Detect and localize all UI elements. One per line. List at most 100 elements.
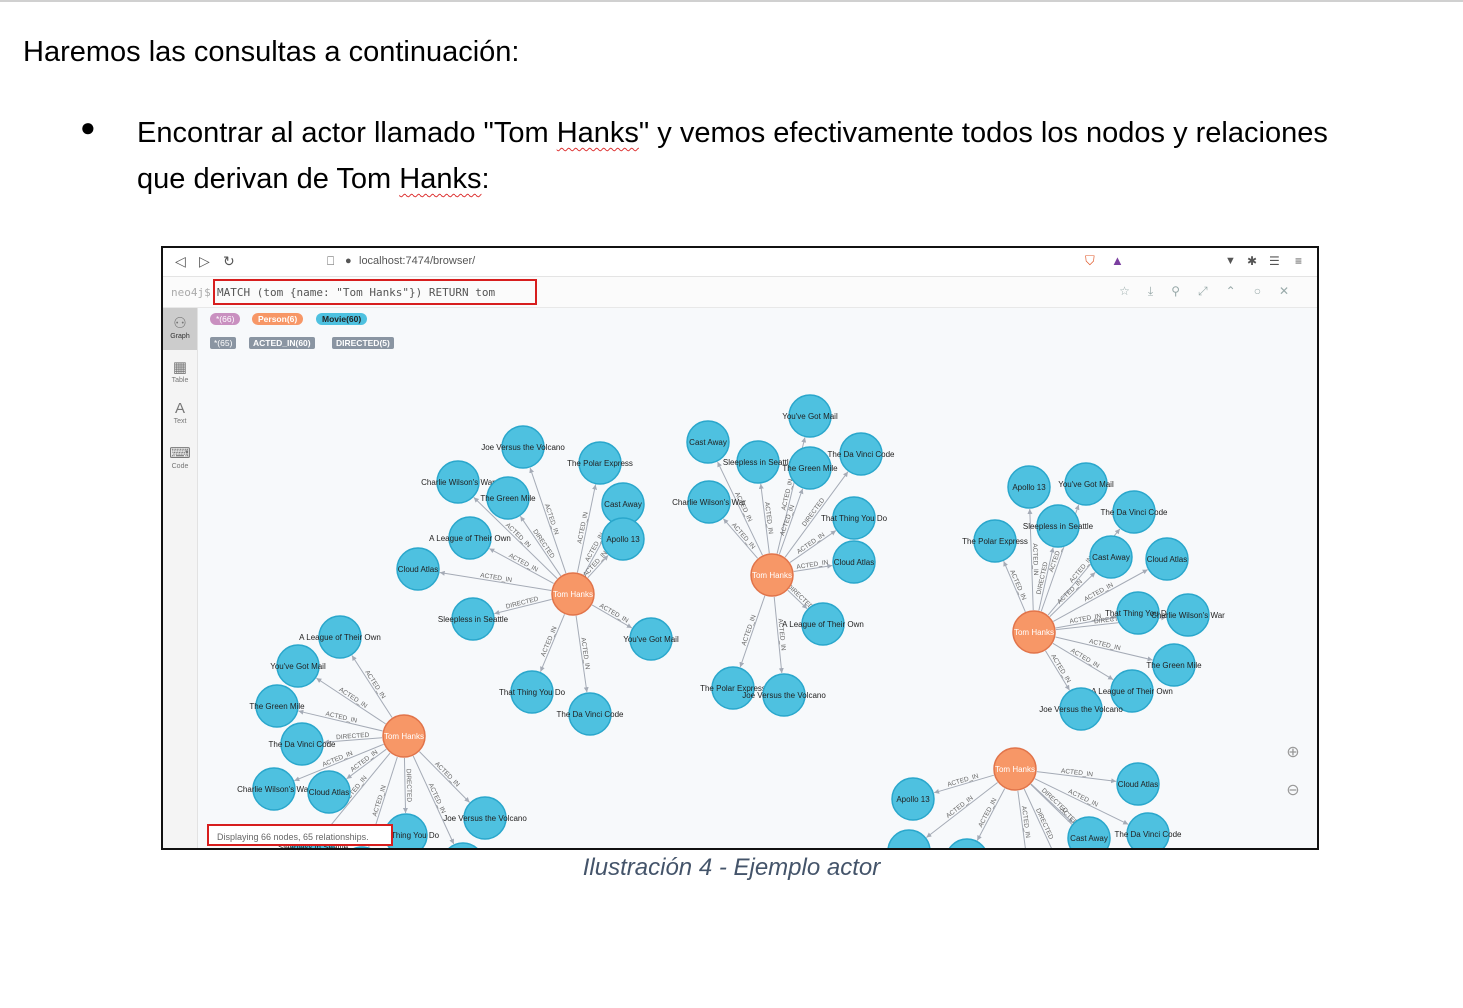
tab-text[interactable]: A Text xyxy=(163,400,197,425)
bookmark-icon[interactable]: ⎕ xyxy=(327,254,335,268)
movie-node[interactable] xyxy=(832,496,876,540)
relationship-edge[interactable] xyxy=(323,737,383,745)
relationship-edge[interactable] xyxy=(351,655,393,718)
triangle-icon[interactable]: ▲ xyxy=(1111,253,1124,268)
relationship-edge[interactable] xyxy=(758,483,770,554)
movie-node[interactable] xyxy=(711,666,755,710)
movie-node[interactable] xyxy=(762,673,806,717)
relationship-edge[interactable] xyxy=(1045,650,1070,691)
query-input[interactable]: MATCH (tom {name: "Tom Hanks"}) RETURN t… xyxy=(217,286,496,299)
zoom-out-icon[interactable]: ⊖ xyxy=(1286,782,1300,799)
relationship-edge[interactable] xyxy=(739,595,766,668)
relationship-edge[interactable] xyxy=(402,757,408,814)
pin-icon[interactable]: ⚲ xyxy=(1171,284,1199,298)
relationship-edge[interactable] xyxy=(933,774,995,794)
relationship-edge[interactable] xyxy=(1034,778,1129,825)
relationship-edge[interactable] xyxy=(1017,790,1026,848)
site-info-icon[interactable]: ● xyxy=(345,255,352,267)
relationship-edge[interactable] xyxy=(926,782,998,838)
movie-node[interactable] xyxy=(255,684,299,728)
relationship-edge[interactable] xyxy=(326,752,391,831)
back-icon[interactable]: ◁ xyxy=(175,253,186,269)
relationship-edge[interactable] xyxy=(793,563,833,573)
relationship-edge[interactable] xyxy=(1038,547,1055,611)
movie-node[interactable] xyxy=(1007,465,1051,509)
person-node[interactable] xyxy=(382,714,426,758)
close-icon[interactable]: ✕ xyxy=(1278,284,1307,298)
relationship-edge[interactable] xyxy=(1053,569,1148,622)
relationship-edge[interactable] xyxy=(294,743,384,782)
movie-node[interactable] xyxy=(1112,490,1156,534)
legend-movie[interactable]: Movie(60) xyxy=(316,313,368,325)
relationship-edge[interactable] xyxy=(576,484,597,573)
collapse-icon[interactable]: ⌃ xyxy=(1225,284,1254,298)
movie-node[interactable] xyxy=(1064,462,1108,506)
movie-node[interactable] xyxy=(1152,643,1196,687)
graph-canvas[interactable]: *(66) Person(6) Movie(60) *(65) ACTED_IN… xyxy=(198,308,1317,848)
relationship-edge[interactable] xyxy=(439,570,552,591)
relationship-edge[interactable] xyxy=(473,496,558,580)
movie-node[interactable] xyxy=(1145,537,1189,581)
movie-node[interactable] xyxy=(687,480,731,524)
movie-node[interactable] xyxy=(1059,687,1103,731)
relationship-edge[interactable] xyxy=(1055,615,1117,629)
movie-node[interactable] xyxy=(1067,816,1111,848)
movie-node[interactable] xyxy=(1110,669,1154,713)
movie-node[interactable] xyxy=(307,770,351,814)
legend-all-rels[interactable]: *(65) xyxy=(210,337,237,349)
relationship-edge[interactable] xyxy=(316,677,386,725)
movie-node[interactable] xyxy=(396,547,440,591)
relationship-edge[interactable] xyxy=(722,518,759,559)
relationship-edge[interactable] xyxy=(717,461,763,556)
movie-node[interactable] xyxy=(839,432,883,476)
relationship-edge[interactable] xyxy=(787,589,808,610)
relationship-edge[interactable] xyxy=(773,596,784,674)
person-node[interactable] xyxy=(551,572,595,616)
person-node[interactable] xyxy=(993,747,1037,791)
movie-node[interactable] xyxy=(568,692,612,736)
relationship-edge[interactable] xyxy=(540,614,565,672)
movie-node[interactable] xyxy=(1126,812,1170,848)
movie-node[interactable] xyxy=(946,838,988,848)
movie-node[interactable] xyxy=(276,644,320,688)
relationship-edge[interactable] xyxy=(789,530,837,563)
person-node[interactable] xyxy=(750,553,794,597)
relationship-edge[interactable] xyxy=(591,604,633,629)
legend-directed[interactable]: DIRECTED(5) xyxy=(332,337,394,349)
relationship-edge[interactable] xyxy=(519,515,562,577)
relationship-edge[interactable] xyxy=(784,471,849,558)
relationship-edge[interactable] xyxy=(1055,636,1153,662)
movie-node[interactable] xyxy=(510,670,554,714)
star-icon[interactable]: ☆ xyxy=(1119,284,1148,298)
zoom-in-icon[interactable]: ⊕ xyxy=(1286,744,1300,761)
filter-icon[interactable]: ▼ xyxy=(1225,255,1236,267)
relationship-edge[interactable] xyxy=(419,751,470,803)
movie-node[interactable] xyxy=(801,602,845,646)
relationship-edge[interactable] xyxy=(1030,783,1074,824)
movie-node[interactable] xyxy=(601,517,645,561)
relationship-edge[interactable] xyxy=(1027,508,1034,611)
movie-node[interactable] xyxy=(1089,535,1133,579)
movie-node[interactable] xyxy=(686,420,730,464)
extensions-icon[interactable]: ✱ xyxy=(1247,254,1258,268)
relationship-edge[interactable] xyxy=(575,615,589,693)
reload-icon[interactable]: ↻ xyxy=(223,253,235,269)
relationship-edge[interactable] xyxy=(1049,571,1096,618)
movie-node[interactable] xyxy=(788,446,832,490)
relationship-edge[interactable] xyxy=(976,788,1006,841)
movie-node[interactable] xyxy=(318,615,362,659)
refresh-icon[interactable]: ○ xyxy=(1253,284,1279,298)
relationship-edge[interactable] xyxy=(778,488,804,555)
person-node[interactable] xyxy=(1012,610,1056,654)
movie-node[interactable] xyxy=(578,441,622,485)
movie-node[interactable] xyxy=(436,460,480,504)
movie-node[interactable] xyxy=(486,476,530,520)
download-icon[interactable]: ⤓ xyxy=(1147,284,1172,298)
legend-person[interactable]: Person(6) xyxy=(252,313,304,325)
tab-graph[interactable]: ⚇ Graph xyxy=(163,308,197,350)
relationship-edge[interactable] xyxy=(1023,788,1058,848)
movie-node[interactable] xyxy=(448,516,492,560)
relationship-edge[interactable] xyxy=(412,755,455,845)
legend-all-nodes[interactable]: *(66) xyxy=(210,313,241,325)
